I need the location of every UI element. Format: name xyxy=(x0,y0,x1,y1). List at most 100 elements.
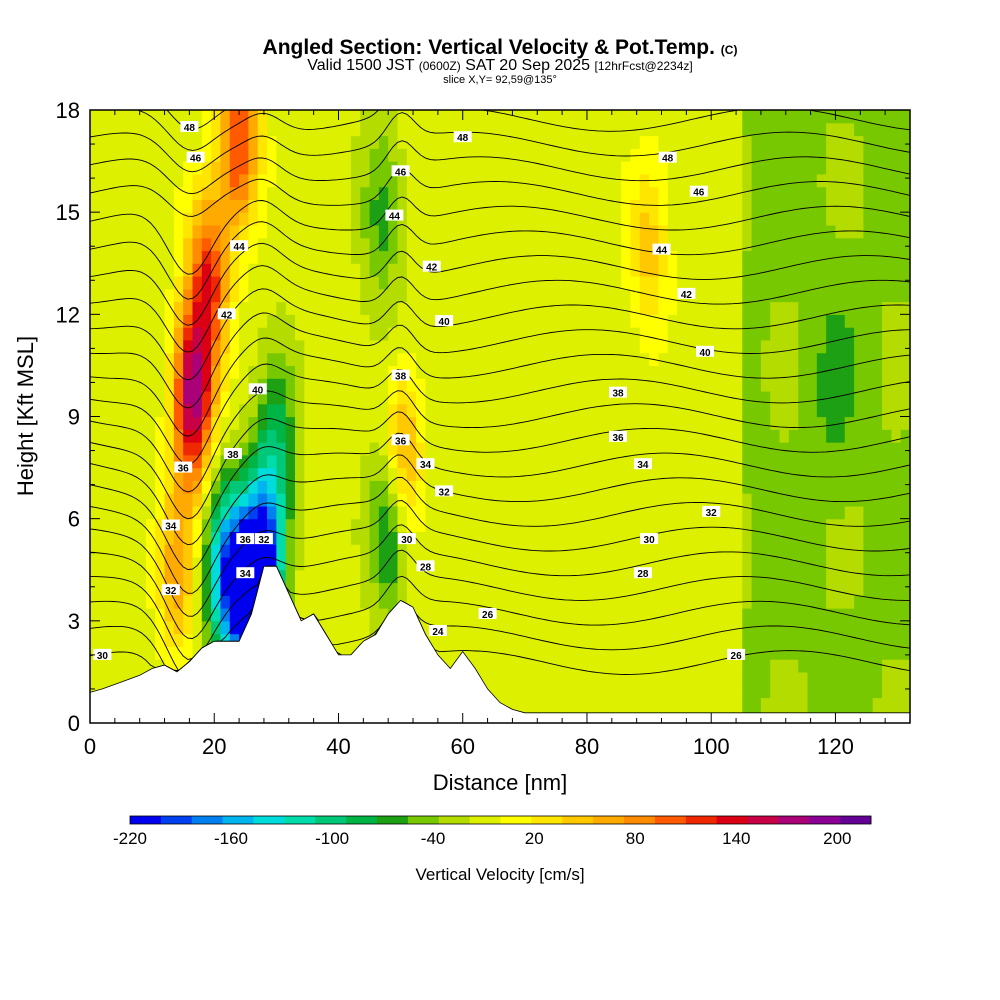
velocity-cell xyxy=(117,327,128,341)
velocity-cell xyxy=(788,339,799,354)
velocity-cell xyxy=(639,122,650,137)
velocity-cell xyxy=(611,212,622,226)
velocity-cell xyxy=(574,544,585,558)
theta-contour-line xyxy=(90,265,910,353)
velocity-cell xyxy=(593,595,604,609)
velocity-cell xyxy=(798,531,809,545)
velocity-cell xyxy=(248,544,259,558)
velocity-cell xyxy=(285,352,296,367)
velocity-cell xyxy=(425,608,436,622)
velocity-cell xyxy=(90,186,100,200)
velocity-cell xyxy=(332,531,343,545)
velocity-cell xyxy=(611,288,622,303)
velocity-cell xyxy=(155,659,166,673)
velocity-cell xyxy=(667,697,678,711)
velocity-cell xyxy=(639,467,650,481)
velocity-cell xyxy=(183,339,194,354)
velocity-cell xyxy=(108,250,119,264)
velocity-cell xyxy=(145,608,156,622)
velocity-cell xyxy=(453,365,464,379)
colorbar-swatch xyxy=(531,816,563,824)
velocity-cell xyxy=(239,556,250,571)
velocity-cell xyxy=(90,518,100,533)
velocity-cell xyxy=(136,429,147,443)
velocity-cell xyxy=(285,403,296,418)
velocity-cell xyxy=(555,135,566,149)
velocity-cell xyxy=(397,480,408,494)
velocity-cell xyxy=(732,403,743,418)
velocity-cell xyxy=(462,339,473,354)
velocity-cell xyxy=(891,212,902,226)
velocity-cell xyxy=(322,148,333,162)
velocity-cell xyxy=(239,327,250,341)
velocity-cell xyxy=(332,582,343,596)
velocity-cell xyxy=(257,416,268,430)
velocity-cell xyxy=(192,237,203,252)
theta-label-text: 30 xyxy=(644,535,656,546)
velocity-cell xyxy=(164,212,175,226)
velocity-cell xyxy=(732,161,743,175)
velocity-cell xyxy=(770,429,781,443)
velocity-cell xyxy=(583,186,594,200)
velocity-cell xyxy=(313,327,324,341)
velocity-cell xyxy=(788,288,799,303)
velocity-cell xyxy=(611,365,622,379)
velocity-cell xyxy=(695,199,706,213)
velocity-cell xyxy=(770,646,781,660)
velocity-cell xyxy=(677,148,687,162)
velocity-cell xyxy=(854,493,865,507)
velocity-cell xyxy=(518,173,529,188)
velocity-cell xyxy=(117,199,128,213)
velocity-cell xyxy=(304,199,315,213)
velocity-cell xyxy=(891,505,902,520)
velocity-cell xyxy=(546,582,557,596)
velocity-cell xyxy=(136,403,147,418)
velocity-cell xyxy=(863,671,874,686)
velocity-cell xyxy=(677,327,687,341)
velocity-cell xyxy=(285,505,296,520)
velocity-cell xyxy=(108,365,119,379)
velocity-cell xyxy=(388,569,399,584)
velocity-cell xyxy=(714,403,725,418)
velocity-cell xyxy=(714,480,725,494)
velocity-cell xyxy=(295,352,305,367)
velocity-cell xyxy=(891,671,902,686)
velocity-cell xyxy=(639,339,650,354)
velocity-cell xyxy=(481,531,492,545)
velocity-cell xyxy=(295,493,305,507)
velocity-cell xyxy=(630,671,641,686)
velocity-cell xyxy=(658,135,669,149)
velocity-cell xyxy=(882,467,892,481)
velocity-cell xyxy=(649,263,660,277)
velocity-cell xyxy=(155,314,166,328)
velocity-cell xyxy=(378,582,389,596)
velocity-cell xyxy=(630,276,641,290)
velocity-cell xyxy=(705,569,715,584)
theta-label-bg xyxy=(609,430,627,442)
velocity-cell xyxy=(565,110,576,124)
velocity-cell xyxy=(444,403,455,418)
velocity-cell xyxy=(677,224,687,239)
velocity-cell xyxy=(490,671,501,686)
velocity-cell xyxy=(835,161,846,175)
velocity-cell xyxy=(211,186,222,200)
velocity-cell xyxy=(751,518,762,533)
velocity-cell xyxy=(99,633,110,647)
velocity-cell xyxy=(295,276,305,290)
velocity-cell xyxy=(565,390,576,405)
velocity-cell xyxy=(593,544,604,558)
velocity-cell xyxy=(173,327,184,341)
velocity-cell xyxy=(891,544,902,558)
velocity-cell xyxy=(500,442,510,456)
x-tick-label: 40 xyxy=(326,734,350,759)
velocity-cell xyxy=(229,582,240,596)
theta-label-bg xyxy=(161,584,180,596)
velocity-cell xyxy=(239,352,250,367)
velocity-cell xyxy=(481,173,492,188)
velocity-cell xyxy=(872,148,883,162)
y-tick-label: 0 xyxy=(68,711,80,736)
velocity-cell xyxy=(593,403,604,418)
velocity-cell xyxy=(863,684,874,699)
velocity-cell xyxy=(472,390,482,405)
velocity-cell xyxy=(723,416,734,430)
